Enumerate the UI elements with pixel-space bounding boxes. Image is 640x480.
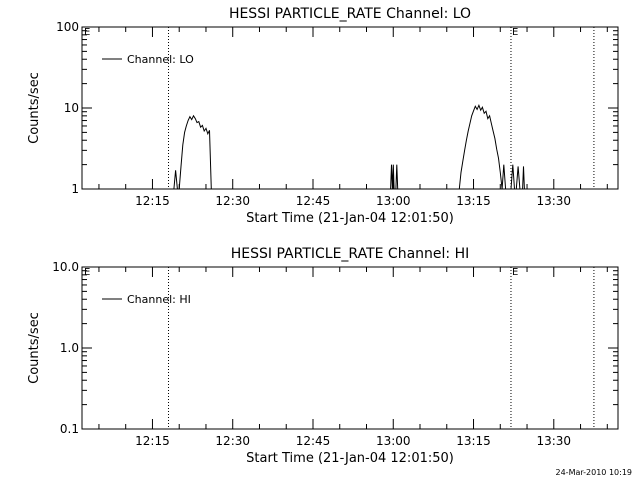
chart-panel-2: HESSI PARTICLE_RATE Channel: HI Start Tim… <box>27 246 619 466</box>
start-marker-label: E <box>84 27 90 38</box>
x-tick-label: 13:00 <box>376 434 411 448</box>
x-tick-label: 13:00 <box>376 194 411 208</box>
y-tick-label: 1 <box>71 182 79 196</box>
y-tick-label: 100 <box>56 20 79 34</box>
legend-label: Channel: HI <box>127 293 191 306</box>
start-marker-label: E <box>84 267 90 278</box>
x-tick-label: 13:30 <box>536 194 571 208</box>
y-tick-label: 1.0 <box>60 341 79 355</box>
y-tick-label: 10.0 <box>52 260 79 274</box>
chart-panel-1: HESSI PARTICLE_RATE Channel: LO Start Tim… <box>27 6 619 226</box>
series-line-segment <box>173 114 212 189</box>
x-tick-label: 13:30 <box>536 434 571 448</box>
legend-label: Channel: LO <box>127 53 194 66</box>
series-line-segment <box>390 164 399 189</box>
series-line-segment <box>458 103 507 189</box>
plot-frame <box>81 266 619 430</box>
series-line-segment <box>510 164 521 189</box>
x-tick-label: 13:15 <box>456 434 491 448</box>
marker-label: E <box>512 27 518 38</box>
marker-label: E <box>512 267 518 278</box>
chart-title: HESSI PARTICLE_RATE Channel: LO <box>229 6 471 22</box>
y-tick-label: 10 <box>64 101 79 115</box>
chart-title: HESSI PARTICLE_RATE Channel: HI <box>231 246 469 262</box>
y-axis-label: Counts/sec <box>27 312 42 384</box>
generated-timestamp: 24-Mar-2010 10:19 <box>555 468 633 477</box>
y-tick-label: 0.1 <box>60 422 79 436</box>
x-tick-label: 12:30 <box>215 434 250 448</box>
x-tick-label: 12:15 <box>135 434 170 448</box>
x-axis-label: Start Time (21-Jan-04 12:01:50) <box>246 211 454 226</box>
x-tick-label: 12:45 <box>296 434 331 448</box>
plot-frame <box>81 26 619 190</box>
series-line-segment <box>522 166 525 189</box>
x-axis-label: Start Time (21-Jan-04 12:01:50) <box>246 451 454 466</box>
x-tick-label: 12:45 <box>296 194 331 208</box>
y-axis-label: Counts/sec <box>27 72 42 144</box>
x-tick-label: 12:15 <box>135 194 170 208</box>
x-tick-label: 12:30 <box>215 194 250 208</box>
x-tick-label: 13:15 <box>456 194 491 208</box>
